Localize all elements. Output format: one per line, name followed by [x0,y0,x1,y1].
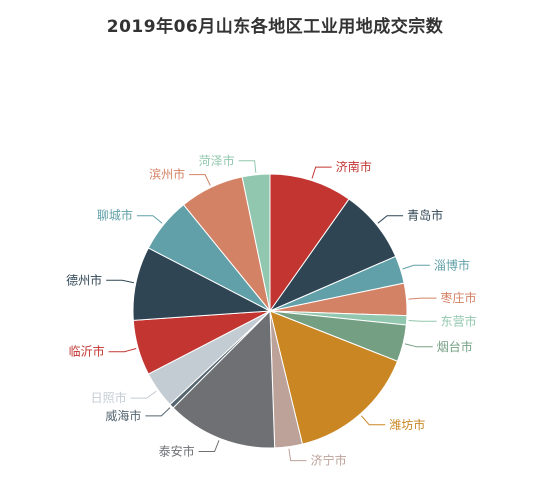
leader-line [189,174,211,186]
leader-line [408,320,437,322]
slice-label: 淄博市 [434,257,470,272]
slice-label: 临沂市 [69,344,105,359]
leader-line [238,160,257,173]
slice-label: 青岛市 [407,208,443,223]
slice-label: 威海市 [105,408,141,423]
leader-line [361,415,386,426]
leader-line [288,448,307,462]
slice-15[interactable] [241,173,271,312]
slice-label: 聊城市 [97,208,133,223]
slice-label: 潍坊市 [389,417,425,432]
slice-label: 烟台市 [437,339,473,354]
leader-line [130,390,157,399]
leader-line [408,297,437,300]
leader-line [404,343,433,348]
leader-line [377,215,404,224]
slice-0[interactable] [269,173,350,313]
slice-label: 德州市 [66,272,102,287]
slice-label: 东营市 [441,313,477,328]
chart-title: 2019年06月山东各地区工业用地成交宗数 [106,17,444,37]
leader-line [311,166,332,179]
pie-slices [132,173,408,449]
leader-line [108,348,137,353]
slice-label: 菏泽市 [199,153,235,168]
leader-line [106,279,135,284]
leader-line [198,440,220,452]
leader-line [145,407,171,417]
slice-label: 济宁市 [311,453,347,468]
slice-label: 滨州市 [149,167,185,182]
slice-8[interactable] [172,309,276,449]
slice-label: 枣庄市 [441,290,477,305]
slice-label: 日照市 [91,390,127,405]
slice-label: 济南市 [336,159,372,174]
leader-line [136,215,163,224]
slice-6[interactable] [269,310,399,445]
slice-label: 泰安市 [159,444,195,459]
leader-line [402,264,430,270]
